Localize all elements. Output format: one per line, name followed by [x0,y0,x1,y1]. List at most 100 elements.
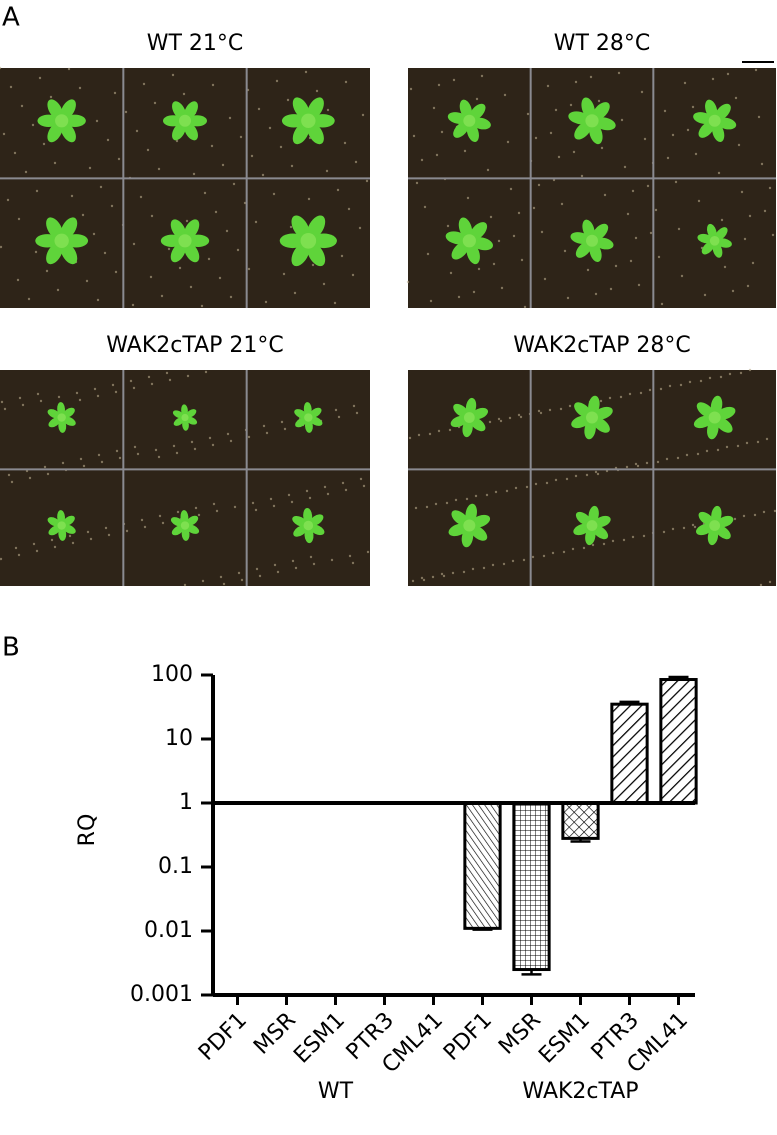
soil-speck [13,151,17,155]
soil-speck [748,214,752,218]
soil-speck [214,210,218,214]
y-axis-label: RQ [75,814,100,847]
plant-leaf [180,510,189,525]
soil-speck [734,96,738,100]
soil-speck [514,486,518,490]
soil-speck [0,557,3,561]
soil-speck [434,502,438,506]
soil-speck [308,496,312,500]
x-tick-label: ESM1 [534,1008,595,1069]
soil-speck [639,391,643,395]
plant-leaf [35,234,60,248]
soil-speck [600,146,604,150]
plant-center [709,520,721,531]
plant-center [708,411,721,424]
soil-speck [315,89,319,93]
plant-leaf [310,114,335,128]
soil-speck [557,155,561,159]
soil-speck [114,270,118,274]
soil-speck [643,137,647,141]
plant-leaf [48,417,61,428]
soil-speck [210,144,214,148]
plant-leaf [573,523,591,536]
soil-speck [594,292,598,296]
panel-label: A [2,3,20,33]
plant-center [301,113,316,128]
soil-speck [95,119,99,123]
soil-speck [569,103,573,107]
soil-speck [200,304,204,308]
soil-speck [542,554,546,558]
soil-speck [751,261,755,265]
soil-speck [32,542,36,546]
soil-speck [254,508,258,512]
soil-speck [14,546,18,550]
soil-speck [132,242,136,246]
soil-speck [763,209,767,213]
soil-speck [768,186,772,190]
plant-leaf [170,517,184,527]
soil-speck [280,420,284,424]
soil-speck [671,527,675,531]
soil-speck [194,506,198,510]
photo-title: WAK2cTAP 28°C [513,333,691,358]
soil-speck [448,428,452,432]
soil-speck [609,287,613,291]
plant-leaf [60,122,76,143]
soil-speck [688,380,692,384]
soil-speck [201,579,205,583]
soil-speck [326,108,330,112]
plant-center [586,234,598,247]
soil-speck [771,233,775,237]
plant-leaf [291,242,310,267]
soil-speck [631,189,635,193]
soil-speck [160,294,164,298]
group-label: WAK2cTAP [522,1079,638,1104]
soil-speck [665,457,669,461]
soil-speck [333,301,337,305]
soil-speck [25,469,29,473]
soil-speck [305,489,309,493]
soil-speck [75,391,79,395]
soil-speck [182,92,186,96]
soil-speck [53,545,57,549]
soil-speck [149,275,153,279]
soil-speck [640,90,644,94]
plant-leaf [715,525,731,540]
soil-speck [731,289,735,293]
soil-speck [275,79,279,83]
soil-speck [565,477,569,481]
soil-speck [534,482,538,486]
soil-speck [726,72,730,76]
plant-leaf [291,215,310,240]
soil-speck [457,295,461,299]
soil-speck [520,258,524,262]
plant-leaf [453,403,469,418]
soil-speck [100,460,104,464]
plant-leaf [62,407,75,418]
soil-speck [272,504,276,508]
soil-speck [207,257,211,261]
soil-speck [115,449,119,453]
soil-speck [93,387,97,391]
soil-speck [660,302,664,306]
soil-speck [608,396,612,400]
soil-speck [626,212,630,216]
soil-speck [511,559,515,563]
y-tick-label: 0.01 [144,918,193,943]
plant-leaf [292,97,310,120]
soil-speck [736,444,740,448]
soil-speck [492,262,496,266]
soil-speck [56,288,60,292]
soil-speck [358,226,362,230]
soil-speck [193,447,197,451]
soil-speck [580,174,584,178]
plant-leaf [58,418,67,433]
bar [561,801,600,840]
plant-leaf [714,227,728,241]
plant-leaf [592,223,609,241]
soil-speck [147,375,151,379]
soil-speck [620,118,624,122]
plant-leaf [181,404,188,417]
soil-speck [697,199,701,203]
